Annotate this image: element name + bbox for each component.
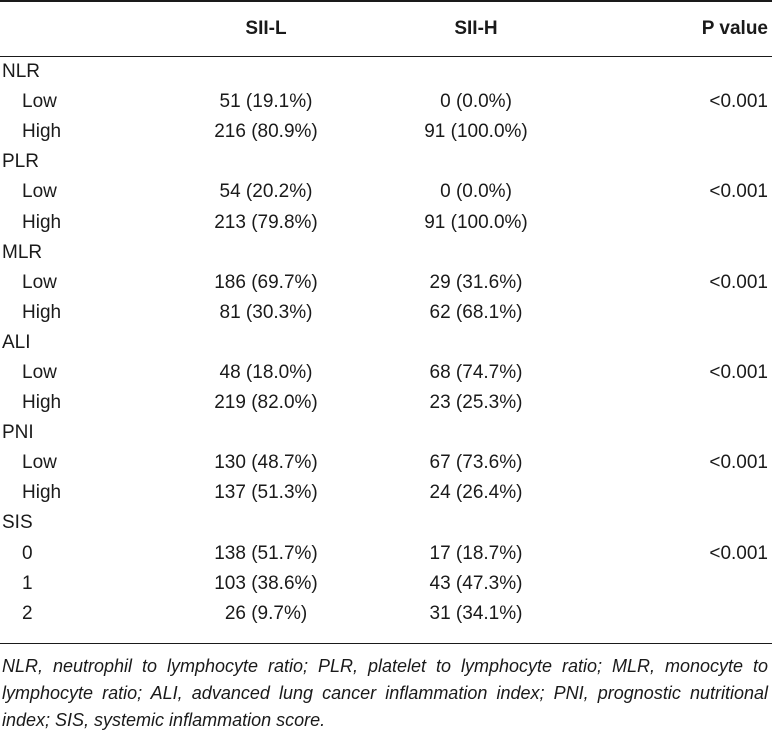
- group-label: NLR: [2, 61, 41, 83]
- sii-h-cell: 0 (0.0%): [440, 181, 512, 203]
- sii-h-cell: 43 (47.3%): [429, 572, 523, 594]
- group-row-sis: SIS: [0, 508, 772, 538]
- table-row: High 216 (80.9%) 91 (100.0%): [0, 117, 772, 147]
- group-row-plr: PLR: [0, 147, 772, 177]
- table-row: 0 138 (51.7%) 17 (18.7%) <0.001: [0, 539, 772, 569]
- group-label: PLR: [2, 151, 39, 173]
- sii-l-cell: 26 (9.7%): [224, 602, 308, 624]
- row-label: Low: [22, 361, 57, 383]
- p-value-cell: <0.001: [709, 181, 768, 203]
- sii-l-cell: 216 (80.9%): [214, 121, 318, 143]
- data-table: SII-L SII-H P value NLR Low 51 (19.1%) 0…: [0, 0, 772, 629]
- sii-h-cell: 91 (100.0%): [424, 121, 528, 143]
- table-row: Low 186 (69.7%) 29 (31.6%) <0.001: [0, 268, 772, 298]
- row-label: High: [22, 301, 62, 323]
- group-label: PNI: [2, 422, 34, 444]
- table-row: Low 130 (48.7%) 67 (73.6%) <0.001: [0, 448, 772, 478]
- sii-h-cell: 17 (18.7%): [429, 542, 523, 564]
- header-row: SII-L SII-H P value: [0, 0, 772, 57]
- row-label: Low: [22, 91, 57, 113]
- sii-h-cell: 91 (100.0%): [424, 211, 528, 233]
- row-label: 0: [22, 542, 33, 564]
- sii-l-cell: 213 (79.8%): [214, 211, 318, 233]
- bottom-rule: [0, 643, 772, 644]
- table-footnote: NLR, neutrophil to lymphocyte ratio; PLR…: [2, 656, 768, 730]
- table-row: 1 103 (38.6%) 43 (47.3%): [0, 569, 772, 599]
- sii-l-cell: 137 (51.3%): [214, 482, 318, 504]
- sii-l-cell: 48 (18.0%): [219, 361, 313, 383]
- sii-h-cell: 67 (73.6%): [429, 452, 523, 474]
- header-p-value: P value: [701, 17, 768, 39]
- sii-l-cell: 81 (30.3%): [219, 301, 313, 323]
- sii-l-cell: 130 (48.7%): [214, 452, 318, 474]
- sii-h-cell: 24 (26.4%): [429, 482, 523, 504]
- p-value-cell: <0.001: [709, 452, 768, 474]
- table-row: Low 48 (18.0%) 68 (74.7%) <0.001: [0, 358, 772, 388]
- sii-l-cell: 138 (51.7%): [214, 542, 318, 564]
- table-row: High 81 (30.3%) 62 (68.1%): [0, 298, 772, 328]
- group-label: ALI: [2, 331, 31, 353]
- top-rule: [0, 0, 772, 2]
- table-row: High 219 (82.0%) 23 (25.3%): [0, 388, 772, 418]
- group-label: SIS: [2, 512, 33, 534]
- row-label: 2: [22, 602, 33, 624]
- table-row: High 137 (51.3%) 24 (26.4%): [0, 478, 772, 508]
- sii-h-cell: 23 (25.3%): [429, 392, 523, 414]
- sii-h-cell: 62 (68.1%): [429, 301, 523, 323]
- row-label: High: [22, 121, 62, 143]
- table-row: High 213 (79.8%) 91 (100.0%): [0, 207, 772, 237]
- sii-l-cell: 51 (19.1%): [219, 91, 313, 113]
- p-value-cell: <0.001: [709, 91, 768, 113]
- sii-l-cell: 219 (82.0%): [214, 392, 318, 414]
- row-label: High: [22, 392, 62, 414]
- group-row-ali: ALI: [0, 328, 772, 358]
- group-row-mlr: MLR: [0, 238, 772, 268]
- row-label: High: [22, 211, 62, 233]
- header-sii-h: SII-H: [454, 17, 498, 39]
- sii-h-cell: 0 (0.0%): [440, 91, 512, 113]
- header-variable: [0, 0, 176, 57]
- row-label: High: [22, 482, 62, 504]
- row-label: Low: [22, 452, 57, 474]
- row-label: Low: [22, 181, 57, 203]
- header-rule: [0, 56, 772, 57]
- p-value-cell: <0.001: [709, 271, 768, 293]
- p-value-cell: <0.001: [709, 361, 768, 383]
- header-sii-l: SII-L: [245, 17, 287, 39]
- sii-h-cell: 29 (31.6%): [429, 271, 523, 293]
- row-label: 1: [22, 572, 33, 594]
- sii-h-cell: 31 (34.1%): [429, 602, 523, 624]
- group-label: MLR: [2, 241, 43, 263]
- p-value-cell: <0.001: [709, 542, 768, 564]
- sii-l-cell: 103 (38.6%): [214, 572, 318, 594]
- sii-l-cell: 186 (69.7%): [214, 271, 318, 293]
- row-label: Low: [22, 271, 57, 293]
- sii-h-cell: 68 (74.7%): [429, 361, 523, 383]
- table-row: Low 51 (19.1%) 0 (0.0%) <0.001: [0, 87, 772, 117]
- table-row: Low 54 (20.2%) 0 (0.0%) <0.001: [0, 177, 772, 207]
- group-row-pni: PNI: [0, 418, 772, 448]
- group-row-nlr: NLR: [0, 57, 772, 87]
- sii-l-cell: 54 (20.2%): [219, 181, 313, 203]
- table-row: 2 26 (9.7%) 31 (34.1%): [0, 599, 772, 629]
